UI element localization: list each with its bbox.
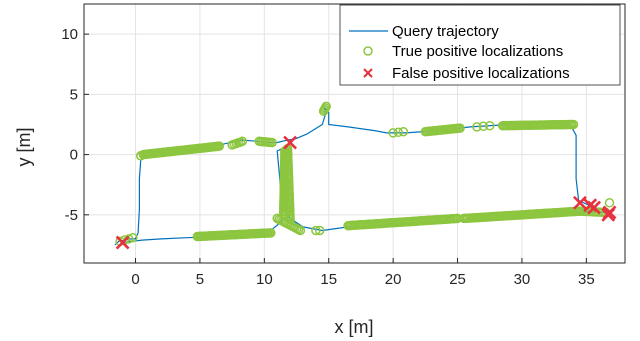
true-positive-series [115,101,615,247]
y-axis-label: y [m] [14,128,34,167]
true-positive-point [472,122,482,132]
axis-ticks: 0 5 10 15 20 25 30 35 -5 0 5 10 [61,26,594,288]
y-tick-label: -5 [65,207,78,224]
true-positive-point [485,120,495,131]
true-positive-point [295,225,306,236]
false-positive-point [283,135,298,150]
x-tick-label: 35 [578,271,595,288]
legend-circle-icon [363,46,373,56]
axes-box [83,3,626,264]
x-tick-label: 5 [196,271,204,288]
true-positive-point [267,137,277,148]
legend-entry-true-positive: True positive localizations [392,43,563,60]
true-positive-point [478,121,489,132]
true-positive-point [311,225,321,236]
x-tick-label: 25 [449,271,466,288]
x-axis-label: x [m] [335,317,374,337]
true-positive-point [135,151,146,161]
true-positive-point [388,128,398,138]
x-tick-label: 30 [514,271,531,288]
x-tick-label: 20 [385,271,402,288]
legend-cross-icon [363,68,373,78]
false-positive-point [115,235,130,250]
true-positive-point [604,198,615,208]
false-positive-point [572,195,587,210]
true-positive-point [314,225,325,236]
legend: Query trajectory True positive localizat… [339,4,621,86]
true-positive-point [568,119,579,130]
y-tick-label: 5 [70,86,78,103]
true-positive-point [214,141,225,151]
legend-entry-false-positive: False positive localizations [392,65,570,82]
x-tick-label: 0 [131,271,139,288]
false-positive-point [587,200,602,215]
false-positive-series [115,135,617,250]
legend-box [339,4,621,86]
false-positive-point [601,207,616,222]
true-positive-point [393,127,404,138]
x-tick-label: 10 [256,271,273,288]
true-positive-point [398,126,409,137]
y-tick-label: 10 [61,26,78,43]
y-tick-label: 0 [70,147,78,164]
legend-entry-query-trajectory: Query trajectory [392,23,499,40]
true-positive-point [321,101,331,112]
true-positive-point [266,228,276,238]
true-positive-point [455,123,465,133]
true-positive-point [237,136,248,147]
x-tick-label: 15 [320,271,337,288]
